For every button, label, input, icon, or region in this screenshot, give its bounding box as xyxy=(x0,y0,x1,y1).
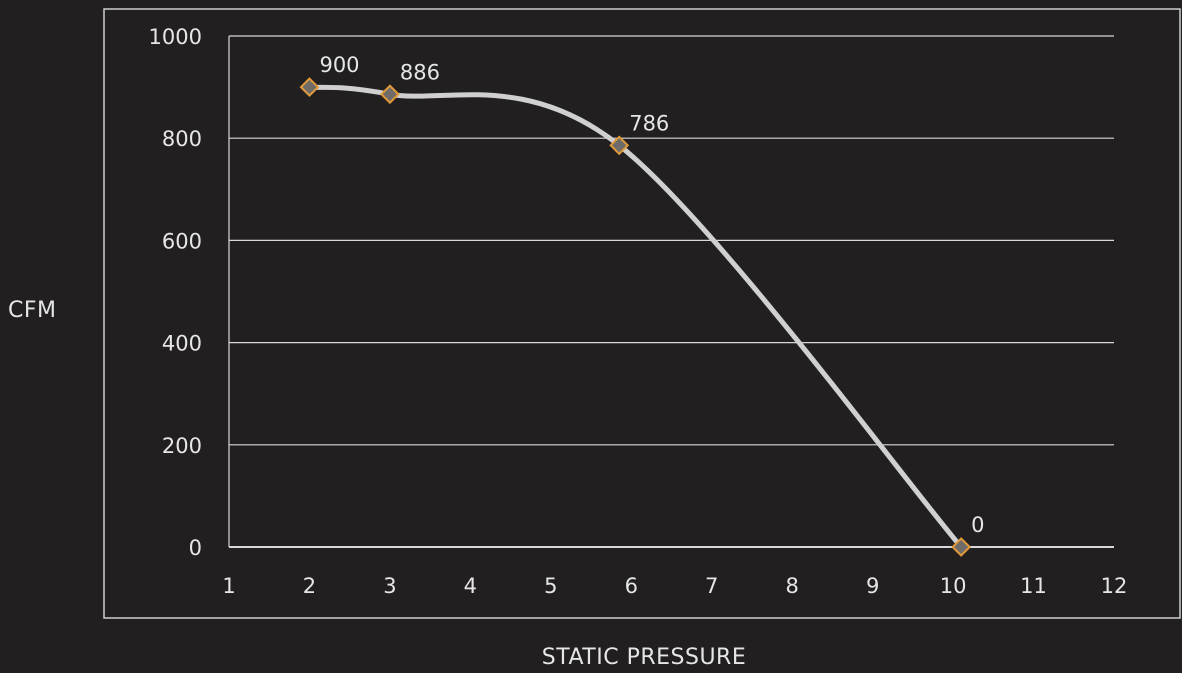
series-lines xyxy=(306,84,964,550)
x-tick-label: 10 xyxy=(940,574,967,598)
y-tick-label: 800 xyxy=(162,127,202,151)
x-tick-label: 5 xyxy=(544,574,557,598)
data-label: 786 xyxy=(629,111,669,135)
y-tick-label: 0 xyxy=(189,536,202,560)
x-tick-label: 11 xyxy=(1020,574,1047,598)
series-line xyxy=(306,84,964,550)
x-tick-label: 2 xyxy=(303,574,316,598)
x-axis-title: STATIC PRESSURE xyxy=(541,645,747,670)
series-markers xyxy=(299,77,972,557)
data-point-marker xyxy=(609,135,630,156)
x-tick-label: 12 xyxy=(1101,574,1128,598)
y-axis-title: CFM xyxy=(8,298,57,323)
x-tick-label: 4 xyxy=(464,574,477,598)
data-labels: 900 886 786 0 xyxy=(319,53,984,537)
x-tick-label: 7 xyxy=(705,574,718,598)
data-point-marker xyxy=(299,77,320,98)
y-tick-label: 1000 xyxy=(149,25,202,49)
y-tick-label: 400 xyxy=(162,332,202,356)
x-tick-label: 3 xyxy=(383,574,396,598)
data-point-marker xyxy=(951,537,972,557)
y-tick-label: 200 xyxy=(162,434,202,458)
grid-lines xyxy=(228,35,1114,548)
data-label: 0 xyxy=(971,513,984,537)
data-label: 900 xyxy=(319,53,359,77)
data-point-marker xyxy=(379,84,400,105)
x-tick-label: 1 xyxy=(222,574,235,598)
x-tick-label: 8 xyxy=(785,574,798,598)
x-tick-label: 9 xyxy=(866,574,879,598)
data-label: 886 xyxy=(400,60,440,84)
plot-frame xyxy=(103,8,1181,619)
x-tick-label: 6 xyxy=(625,574,638,598)
y-tick-label: 600 xyxy=(162,229,202,253)
